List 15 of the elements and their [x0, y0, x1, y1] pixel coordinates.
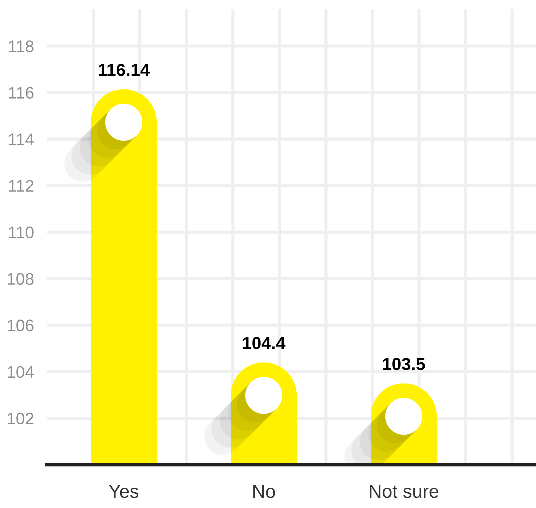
data-label: 104.4: [243, 337, 286, 350]
y-tick-label: 106: [8, 320, 34, 332]
data-label: 103.5: [383, 358, 426, 370]
y-tick-label: 116: [9, 87, 34, 99]
y-tick-label: 114: [9, 134, 34, 146]
data-label: 116.14: [99, 64, 150, 76]
y-tick-label: 112: [9, 180, 34, 192]
x-tick-label: No: [254, 485, 276, 498]
y-tick-label: 104: [8, 366, 34, 378]
y-tick-label: 110: [9, 226, 34, 239]
x-tick-label: Not sure: [370, 485, 439, 498]
y-tick-label: 108: [8, 273, 34, 286]
x-tick-label: Yes: [109, 485, 139, 498]
y-tick-label: 102: [8, 412, 34, 425]
y-tick-label: 118: [9, 40, 34, 52]
